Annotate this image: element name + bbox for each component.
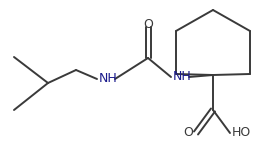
Text: HO: HO <box>232 126 251 139</box>
Text: O: O <box>143 19 153 32</box>
Text: O: O <box>183 126 193 139</box>
Text: NH: NH <box>99 73 118 86</box>
Text: NH: NH <box>173 71 192 84</box>
